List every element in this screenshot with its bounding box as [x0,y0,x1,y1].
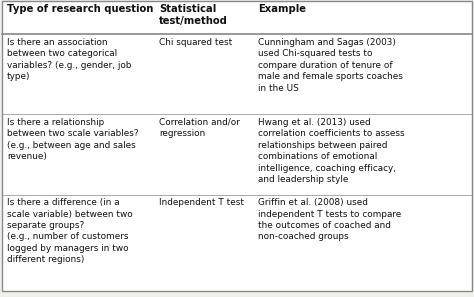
Text: Statistical
test/method: Statistical test/method [159,4,228,26]
Text: Chi squared test: Chi squared test [159,38,232,47]
Text: Type of research question: Type of research question [7,4,154,14]
Text: Is there a relationship
between two scale variables?
(e.g., between age and sale: Is there a relationship between two scal… [7,118,139,161]
Text: Is there a difference (in a
scale variable) between two
separate groups?
(e.g., : Is there a difference (in a scale variab… [7,198,133,264]
Text: Cunningham and Sagas (2003)
used Chi-squared tests to
compare duration of tenure: Cunningham and Sagas (2003) used Chi-squ… [258,38,403,93]
Text: Is there an association
between two categorical
variables? (e.g., gender, job
ty: Is there an association between two cate… [7,38,132,81]
Text: Griffin et al. (2008) used
independent T tests to compare
the outcomes of coache: Griffin et al. (2008) used independent T… [258,198,401,241]
Text: Independent T test: Independent T test [159,198,244,207]
Text: Hwang et al. (2013) used
correlation coefficients to assess
relationships betwee: Hwang et al. (2013) used correlation coe… [258,118,405,184]
Text: Example: Example [258,4,306,14]
Text: Correlation and/or
regression: Correlation and/or regression [159,118,240,138]
